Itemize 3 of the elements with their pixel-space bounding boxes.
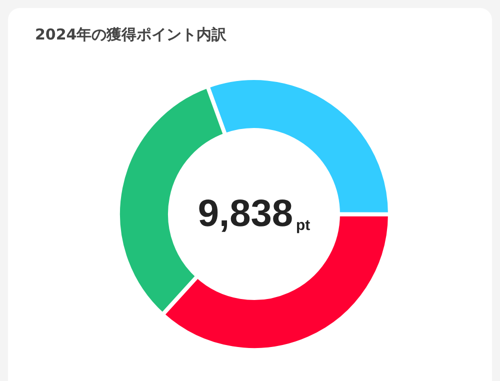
- chart-title: 2024年の獲得ポイント内訳: [35, 26, 228, 44]
- text: pt: [296, 217, 310, 234]
- text: 9,838: [198, 193, 293, 235]
